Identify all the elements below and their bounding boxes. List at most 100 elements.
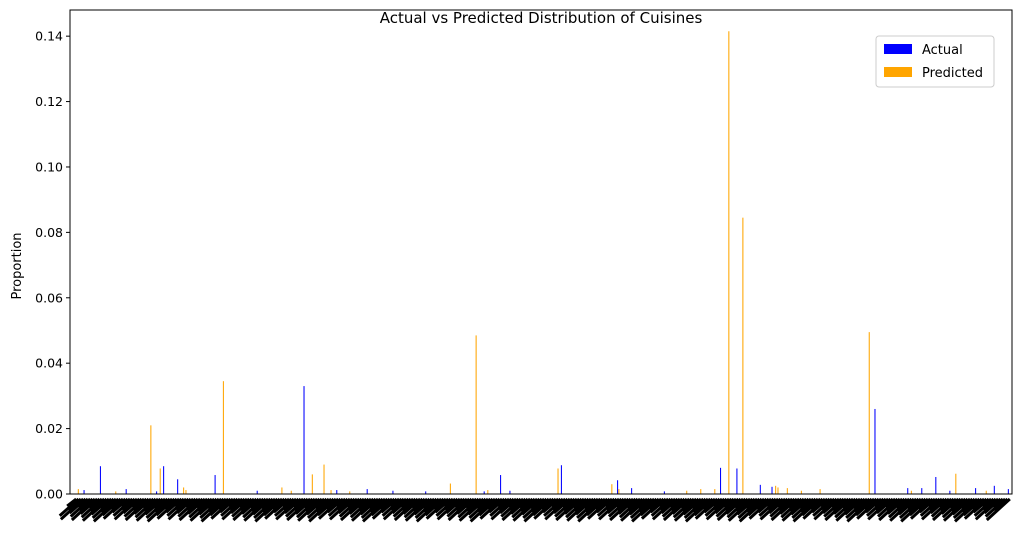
x-tick-label	[67, 497, 82, 511]
bar-predicted	[611, 484, 613, 494]
x-tick-label	[228, 497, 244, 511]
bar-predicted	[311, 474, 313, 494]
x-tick-label	[411, 497, 424, 509]
x-tick-label	[390, 497, 405, 511]
y-tick-label: 0.04	[35, 356, 63, 371]
bar-predicted	[323, 464, 325, 494]
x-tick-label	[530, 497, 548, 513]
bar-actual	[163, 466, 165, 494]
x-tick-label	[400, 497, 412, 508]
x-tick-label	[475, 497, 489, 510]
y-axis-ticks: 0.00 0.02 0.04 0.06 0.08 0.10 0.12 0.14	[35, 29, 70, 502]
x-tick-label	[713, 497, 728, 511]
bar-actual	[125, 489, 127, 494]
x-tick-label	[401, 497, 417, 512]
bar-actual	[483, 491, 485, 494]
x-tick-label	[971, 497, 986, 510]
bar-actual	[99, 466, 101, 494]
plot-frame	[69, 9, 1013, 495]
bar-predicted	[700, 489, 702, 494]
bar-actual	[663, 491, 665, 494]
x-tick-label	[776, 497, 789, 508]
x-tick-label	[992, 497, 1004, 508]
bar-predicted	[775, 485, 777, 494]
x-tick-label	[497, 497, 513, 511]
bar-actual	[874, 408, 876, 494]
x-tick-label	[583, 497, 597, 510]
x-tick-label	[477, 497, 494, 513]
x-tick-label	[680, 497, 693, 509]
x-tick-labels	[58, 497, 1011, 523]
x-tick-label	[227, 497, 239, 508]
x-tick-label	[121, 497, 136, 511]
x-tick-label	[746, 497, 763, 513]
y-tick-label: 0.10	[35, 159, 63, 174]
x-tick-label	[412, 497, 429, 513]
x-tick-label	[638, 497, 656, 513]
bars	[77, 31, 1009, 495]
x-tick-label	[669, 497, 681, 508]
x-tick-label	[842, 497, 859, 513]
bar-actual	[975, 488, 977, 494]
bar-actual	[336, 490, 338, 494]
x-tick-label	[670, 497, 686, 512]
x-tick-label	[863, 497, 878, 510]
x-tick-label	[519, 497, 536, 513]
x-tick-label	[271, 497, 286, 510]
legend-swatch-actual	[884, 44, 912, 54]
bar-predicted	[868, 332, 870, 494]
bar-predicted	[115, 491, 117, 494]
y-tick-label: 0.06	[35, 290, 63, 305]
bar-predicted	[290, 490, 292, 494]
y-tick-label: 0.08	[35, 225, 63, 240]
x-tick-label	[379, 497, 394, 510]
bar-actual	[425, 491, 427, 494]
bar-predicted	[714, 489, 716, 494]
x-tick-label	[884, 497, 897, 508]
bar-predicted	[955, 473, 957, 494]
x-tick-label	[208, 497, 225, 513]
x-tick-label	[562, 497, 578, 512]
x-tick-label	[195, 497, 209, 509]
x-tick-label	[800, 497, 817, 513]
bar-actual	[617, 480, 619, 494]
bar-actual	[736, 468, 738, 494]
x-tick-label	[292, 497, 305, 508]
bar-actual	[214, 475, 216, 494]
x-tick-label	[907, 497, 925, 513]
bar-actual	[759, 484, 761, 494]
x-tick-label	[681, 497, 698, 513]
x-tick-label	[787, 497, 801, 509]
x-tick-label	[896, 497, 913, 513]
x-tick-label	[239, 497, 255, 512]
x-tick-label	[691, 497, 705, 510]
x-tick-label	[853, 497, 871, 513]
x-tick-label	[756, 497, 770, 510]
bar-predicted	[449, 483, 451, 494]
bar-predicted	[800, 490, 802, 494]
x-tick-label	[917, 497, 932, 510]
x-tick-label	[453, 497, 466, 508]
x-tick-label	[120, 497, 131, 508]
x-tick-label	[389, 497, 401, 508]
bar-predicted	[557, 468, 559, 494]
x-tick-label	[110, 497, 124, 510]
bar-predicted	[77, 489, 79, 494]
x-tick-label	[173, 497, 185, 508]
legend-swatch-predicted	[884, 67, 912, 77]
bar-actual	[509, 490, 511, 494]
x-tick-label	[143, 497, 160, 513]
bar-actual	[392, 490, 394, 494]
x-tick-label	[336, 497, 351, 511]
x-tick-label	[616, 497, 632, 512]
bar-predicted	[618, 489, 620, 494]
bar-actual	[1007, 489, 1009, 494]
x-tick-label	[573, 497, 590, 513]
x-tick-label	[77, 497, 89, 508]
x-tick-label	[778, 497, 794, 512]
bar-actual	[921, 488, 923, 494]
x-tick-label	[985, 497, 1011, 522]
x-tick-label	[518, 497, 532, 509]
bar-actual	[303, 386, 305, 494]
